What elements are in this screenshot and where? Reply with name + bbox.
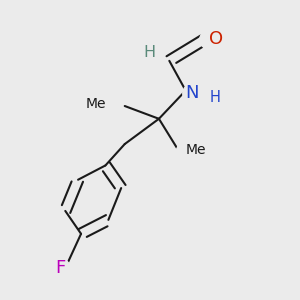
Text: F: F bbox=[55, 259, 65, 277]
Text: Me: Me bbox=[85, 97, 106, 111]
Text: Me: Me bbox=[186, 143, 206, 157]
Text: H: H bbox=[143, 45, 155, 60]
Text: O: O bbox=[209, 30, 224, 48]
Text: N: N bbox=[185, 84, 198, 102]
Text: H: H bbox=[209, 91, 220, 106]
